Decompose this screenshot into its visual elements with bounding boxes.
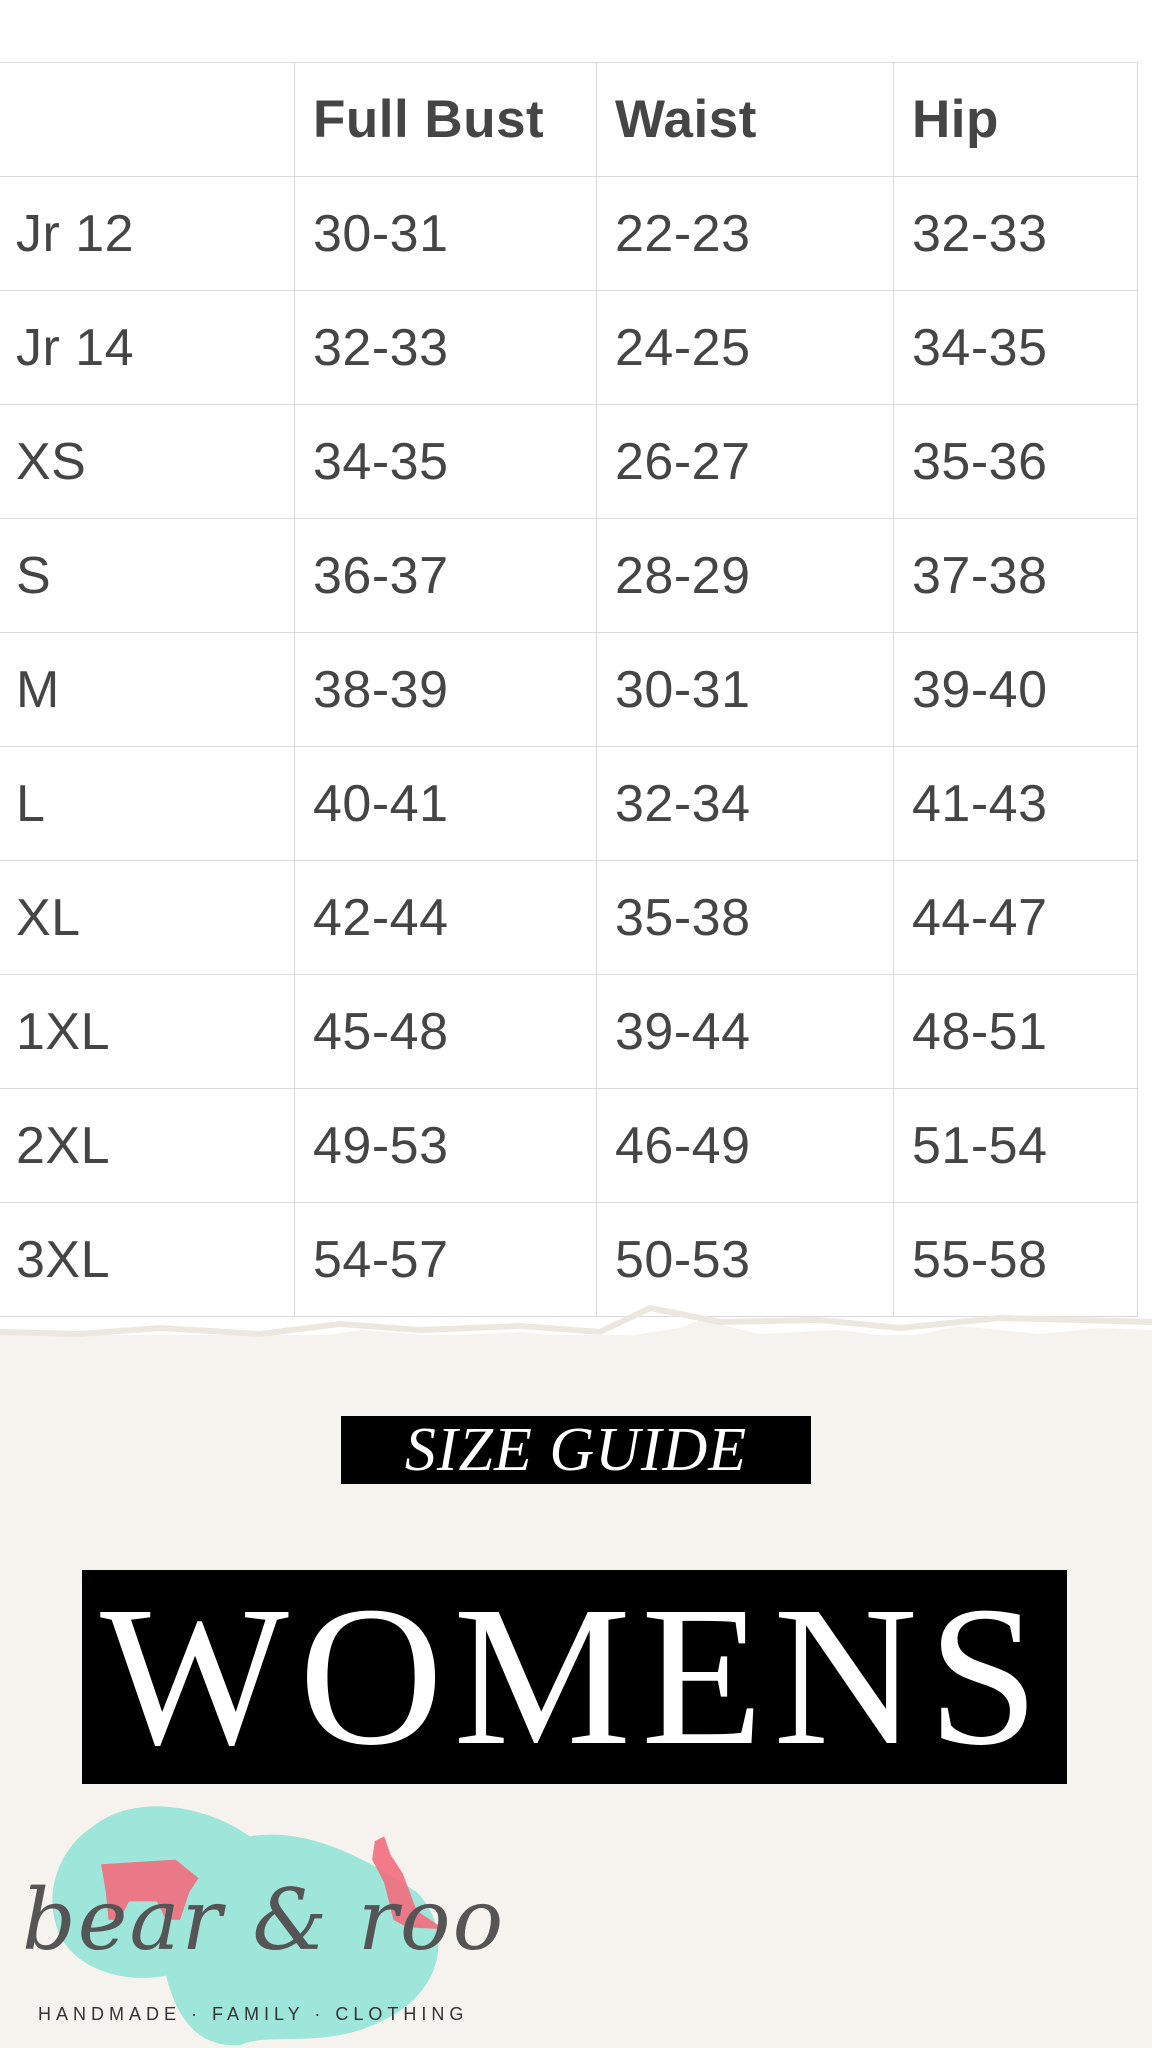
size-cell: L xyxy=(0,746,295,861)
size-cell: 1XL xyxy=(0,974,295,1089)
table-row: L 40-41 32-34 41-43 xyxy=(0,746,1138,861)
size-cell: 2XL xyxy=(0,1088,295,1203)
waist-cell: 39-44 xyxy=(596,974,894,1089)
header-hip: Hip xyxy=(893,62,1138,177)
torn-paper-edge xyxy=(0,1304,1152,1380)
full-bust-cell: 36-37 xyxy=(294,518,597,633)
hip-cell: 44-47 xyxy=(893,860,1138,975)
size-cell: Jr 12 xyxy=(0,176,295,291)
waist-cell: 28-29 xyxy=(596,518,894,633)
table-row: M 38-39 30-31 39-40 xyxy=(0,632,1138,747)
full-bust-cell: 34-35 xyxy=(294,404,597,519)
waist-cell: 26-27 xyxy=(596,404,894,519)
hip-cell: 48-51 xyxy=(893,974,1138,1089)
waist-cell: 22-23 xyxy=(596,176,894,291)
hip-cell: 51-54 xyxy=(893,1088,1138,1203)
table-row: XL 42-44 35-38 44-47 xyxy=(0,860,1138,975)
womens-title: WOMENS xyxy=(82,1570,1067,1784)
table-row: 1XL 45-48 39-44 48-51 xyxy=(0,974,1138,1089)
table-row: Jr 12 30-31 22-23 32-33 xyxy=(0,176,1138,291)
header-size xyxy=(0,62,295,177)
header-waist: Waist xyxy=(596,62,894,177)
table-row: 3XL 54-57 50-53 55-58 xyxy=(0,1202,1138,1317)
size-table: Full Bust Waist Hip Jr 12 30-31 22-23 32-33… xyxy=(0,62,1138,1317)
waist-cell: 24-25 xyxy=(596,290,894,405)
watercolor-splash-icon xyxy=(52,1806,445,2046)
brand-logo: bear & roo HANDMADE · FAMILY · CLOTHING xyxy=(10,1790,503,2048)
waist-cell: 50-53 xyxy=(596,1202,894,1317)
full-bust-cell: 30-31 xyxy=(294,176,597,291)
size-guide-label: SIZE GUIDE xyxy=(341,1416,811,1484)
table-row: XS 34-35 26-27 35-36 xyxy=(0,404,1138,519)
hip-cell: 39-40 xyxy=(893,632,1138,747)
waist-cell: 35-38 xyxy=(596,860,894,975)
header-full-bust: Full Bust xyxy=(294,62,597,177)
waist-cell: 46-49 xyxy=(596,1088,894,1203)
waist-cell: 30-31 xyxy=(596,632,894,747)
brand-name: bear & roo xyxy=(22,1871,506,1969)
size-cell: XL xyxy=(0,860,295,975)
waist-cell: 32-34 xyxy=(596,746,894,861)
kangaroo-icon xyxy=(372,1836,445,1930)
full-bust-cell: 32-33 xyxy=(294,290,597,405)
full-bust-cell: 45-48 xyxy=(294,974,597,1089)
size-cell: M xyxy=(0,632,295,747)
hip-cell: 41-43 xyxy=(893,746,1138,861)
table-row: S 36-37 28-29 37-38 xyxy=(0,518,1138,633)
full-bust-cell: 42-44 xyxy=(294,860,597,975)
table-row: Jr 14 32-33 24-25 34-35 xyxy=(0,290,1138,405)
size-cell: S xyxy=(0,518,295,633)
hip-cell: 35-36 xyxy=(893,404,1138,519)
table-row: 2XL 49-53 46-49 51-54 xyxy=(0,1088,1138,1203)
full-bust-cell: 38-39 xyxy=(294,632,597,747)
full-bust-cell: 40-41 xyxy=(294,746,597,861)
size-cell: 3XL xyxy=(0,1202,295,1317)
hip-cell: 55-58 xyxy=(893,1202,1138,1317)
full-bust-cell: 49-53 xyxy=(294,1088,597,1203)
hip-cell: 32-33 xyxy=(893,176,1138,291)
table-header-row: Full Bust Waist Hip xyxy=(0,62,1138,177)
size-cell: Jr 14 xyxy=(0,290,295,405)
bear-icon xyxy=(101,1859,199,1920)
hip-cell: 37-38 xyxy=(893,518,1138,633)
brand-tagline: HANDMADE · FAMILY · CLOTHING xyxy=(38,2004,469,2024)
full-bust-cell: 54-57 xyxy=(294,1202,597,1317)
hip-cell: 34-35 xyxy=(893,290,1138,405)
size-cell: XS xyxy=(0,404,295,519)
